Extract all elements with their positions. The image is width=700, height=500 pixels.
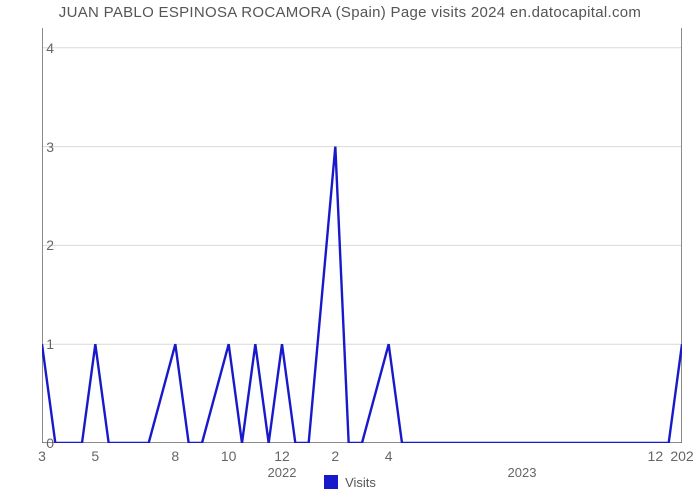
legend: Visits <box>0 475 700 495</box>
legend-label: Visits <box>345 475 376 490</box>
legend-swatch <box>324 475 338 489</box>
x-tick-label: 5 <box>91 448 99 464</box>
x-tick-label: 202 <box>670 448 693 464</box>
y-tick-label: 2 <box>36 237 54 253</box>
y-tick-label: 4 <box>36 40 54 56</box>
x-tick-label: 8 <box>171 448 179 464</box>
legend-item-visits: Visits <box>324 475 376 490</box>
chart-plot <box>42 28 682 443</box>
x-tick-label: 12 <box>648 448 664 464</box>
chart-container: JUAN PABLO ESPINOSA ROCAMORA (Spain) Pag… <box>0 0 700 500</box>
y-tick-label: 1 <box>36 336 54 352</box>
x-tick-label: 3 <box>38 448 46 464</box>
x-tick-label: 4 <box>385 448 393 464</box>
x-tick-label: 12 <box>274 448 290 464</box>
x-tick-label: 2 <box>331 448 339 464</box>
chart-title: JUAN PABLO ESPINOSA ROCAMORA (Spain) Pag… <box>0 4 700 21</box>
x-tick-label: 10 <box>221 448 237 464</box>
y-tick-label: 3 <box>36 139 54 155</box>
